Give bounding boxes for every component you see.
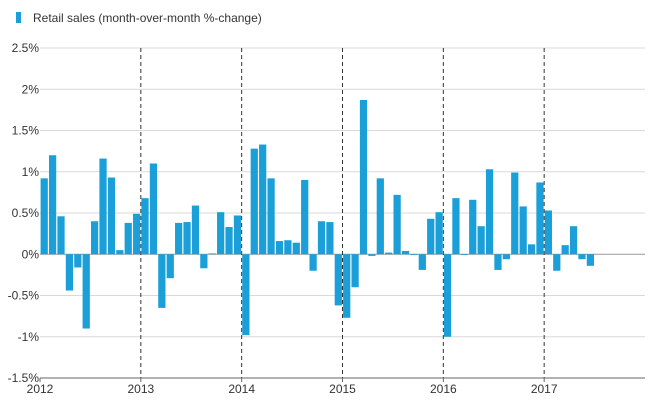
- bar: [385, 252, 393, 255]
- legend-swatch: [16, 12, 21, 23]
- bar: [275, 241, 284, 255]
- bar: [519, 206, 527, 255]
- bar: [578, 254, 586, 260]
- bar: [317, 221, 326, 255]
- bar: [284, 240, 292, 255]
- bar: [107, 177, 116, 255]
- y-tick-label: 1.5%: [12, 124, 40, 138]
- bar: [569, 226, 578, 255]
- bar: [267, 178, 275, 255]
- bar: [359, 99, 368, 255]
- bar: [183, 222, 191, 255]
- y-tick-label: -0.5%: [8, 289, 40, 303]
- x-tick-label: 2012: [27, 382, 54, 396]
- bar: [40, 178, 48, 255]
- bar: [292, 242, 300, 255]
- x-tick-labels: 2012 2013 2014 2015 2016 2017: [27, 382, 558, 396]
- bar: [82, 254, 90, 329]
- x-tick-label: 2013: [127, 382, 154, 396]
- bar: [141, 198, 149, 255]
- y-tick-labels: -1.5% -1% -0.5% 0% 0.5% 1% 1.5% 2% 2.5%: [8, 41, 40, 385]
- bar: [242, 254, 250, 336]
- bar: [435, 212, 443, 255]
- bar: [48, 155, 57, 255]
- bar: [301, 180, 309, 255]
- x-tick-label: 2015: [329, 382, 356, 396]
- x-tick-label: 2014: [228, 382, 255, 396]
- bar: [259, 144, 267, 255]
- bar: [460, 254, 468, 256]
- axes: [39, 377, 645, 382]
- bar: [166, 254, 174, 279]
- x-tick-label: 2016: [430, 382, 457, 396]
- bar: [536, 182, 544, 255]
- bar: [368, 254, 376, 256]
- bar: [233, 215, 242, 255]
- bar: [91, 221, 99, 255]
- bar: [393, 194, 401, 255]
- bar: [401, 250, 410, 255]
- bar: [149, 163, 158, 255]
- bar: [527, 244, 536, 255]
- bar: [469, 199, 477, 255]
- bar: [309, 254, 317, 271]
- y-tick-label: 2.5%: [12, 41, 40, 55]
- bar: [99, 158, 107, 255]
- bar: [175, 222, 183, 255]
- bar: [586, 254, 594, 266]
- bar: [418, 254, 426, 270]
- bar: [57, 216, 65, 255]
- bar: [553, 254, 561, 271]
- bar: [200, 254, 208, 269]
- bar: [561, 245, 569, 255]
- bar: [410, 254, 418, 256]
- bar: [502, 254, 510, 260]
- bar: [544, 210, 552, 255]
- bar: [133, 213, 141, 255]
- legend: Retail sales (month-over-month %-change): [16, 11, 262, 25]
- bar: [74, 254, 82, 268]
- bar: [477, 226, 485, 255]
- legend-label: Retail sales (month-over-month %-change): [33, 11, 262, 25]
- y-tick-label: 0%: [22, 247, 40, 261]
- bar: [326, 222, 334, 255]
- bar: [485, 169, 494, 255]
- bar: [376, 178, 384, 255]
- bar: [443, 254, 452, 337]
- bar: [427, 218, 435, 255]
- bar: [217, 212, 225, 255]
- bar: [343, 254, 351, 318]
- year-separators: [140, 48, 545, 378]
- bar: [225, 227, 233, 255]
- bar: [124, 222, 132, 255]
- y-tick-label: -1.5%: [8, 371, 40, 385]
- y-tick-label: 1%: [22, 165, 40, 179]
- bars: [40, 99, 594, 337]
- x-tick-label: 2017: [531, 382, 558, 396]
- bar: [351, 254, 359, 288]
- bar: [250, 148, 258, 255]
- y-tick-label: -1%: [18, 330, 40, 344]
- y-tick-label: 2%: [22, 82, 40, 96]
- bar: [208, 253, 216, 255]
- bar: [116, 250, 124, 255]
- bar: [334, 254, 342, 306]
- bar: [494, 254, 502, 270]
- y-tick-label: 0.5%: [12, 206, 40, 220]
- bar: [511, 172, 519, 255]
- bar: [65, 254, 74, 291]
- bar: [191, 205, 200, 255]
- bar: [452, 198, 460, 255]
- bar: [158, 254, 166, 308]
